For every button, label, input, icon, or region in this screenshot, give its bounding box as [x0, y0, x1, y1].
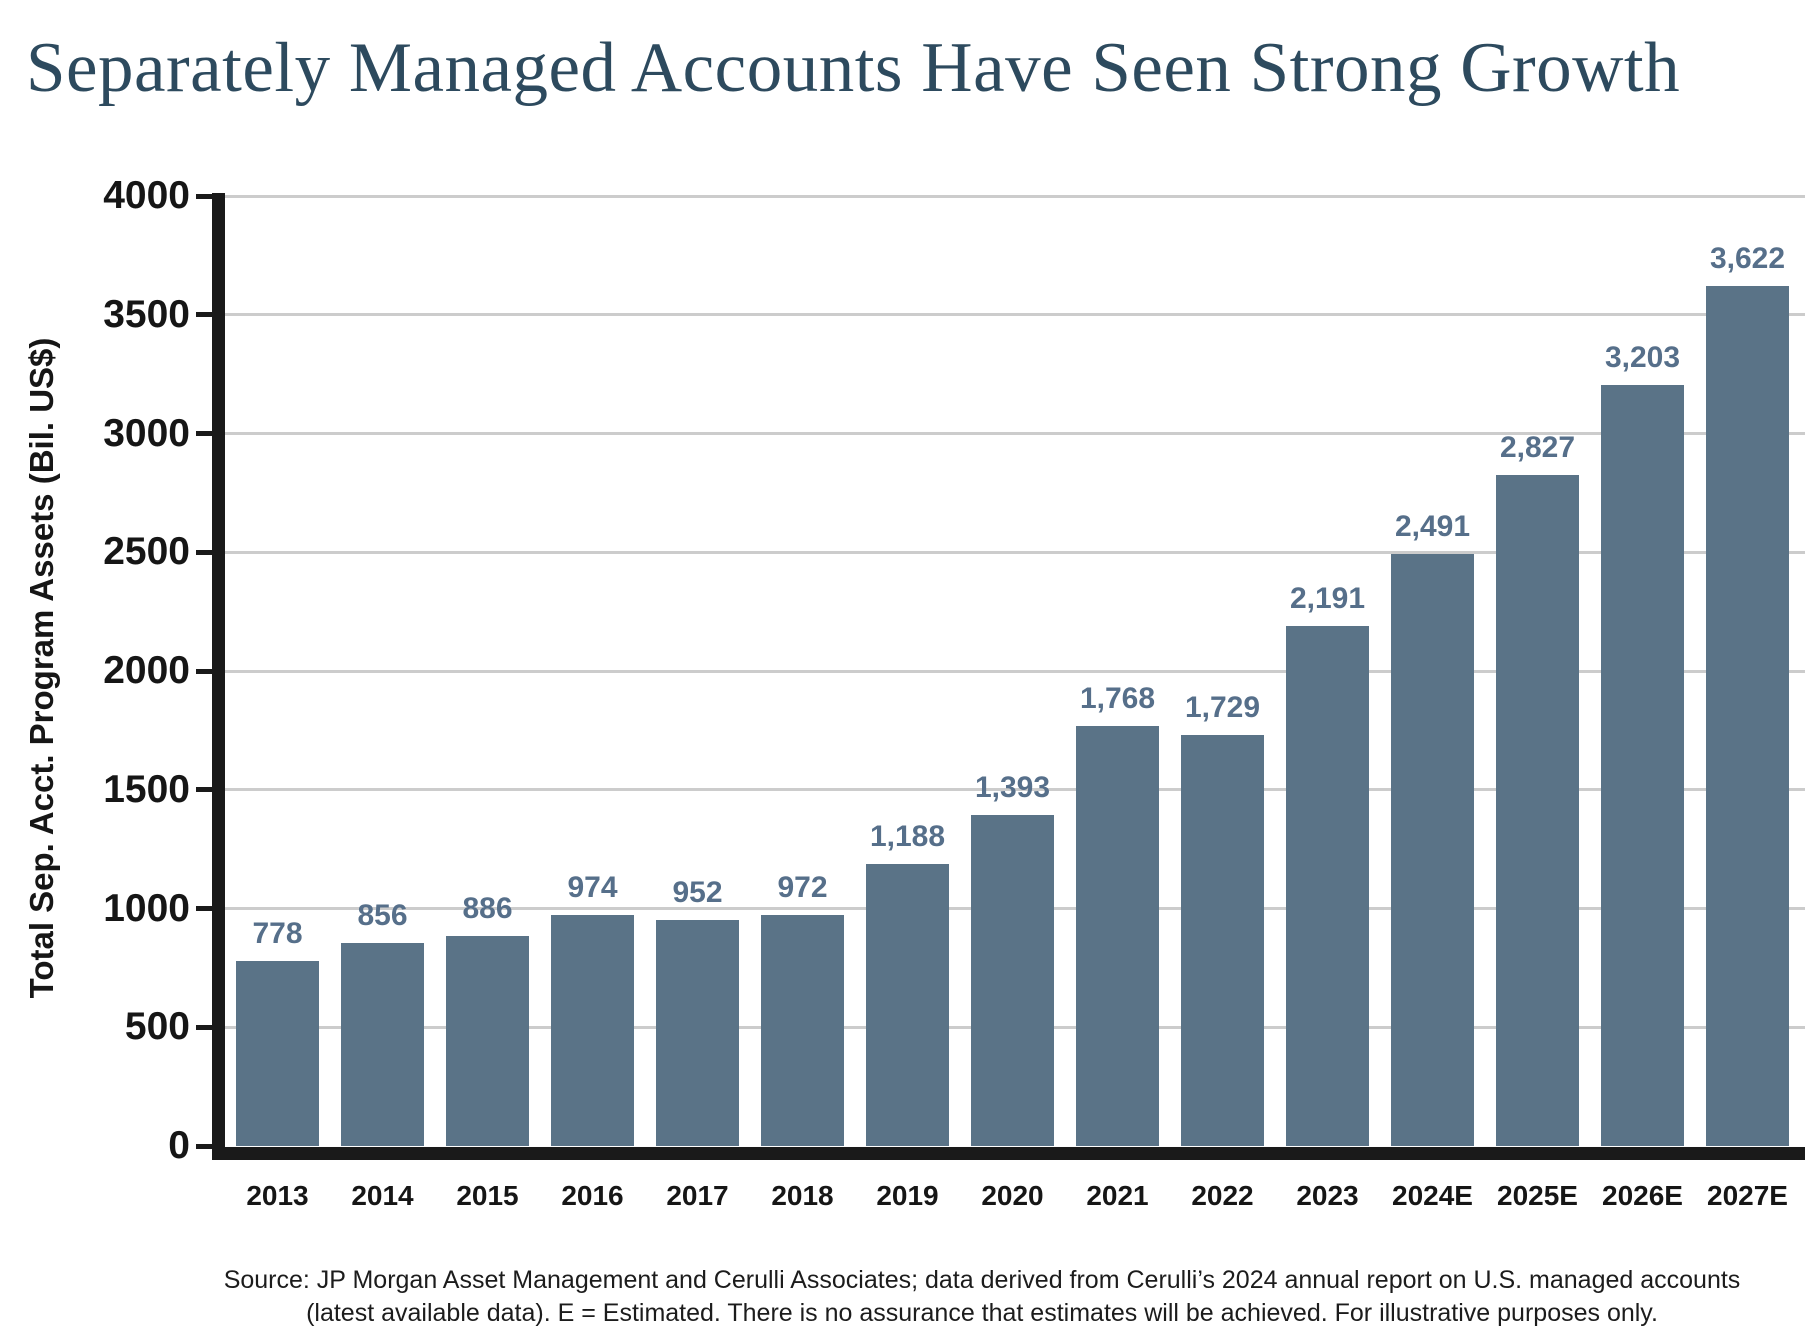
y-tick-label-2500: 2500: [103, 530, 190, 574]
bar-value-label-2023: 2,191: [1289, 581, 1366, 615]
bar-value-label-2014: 856: [357, 898, 408, 932]
bar-2014: [341, 942, 424, 1146]
y-tick-mark-1500: [196, 787, 212, 793]
x-tick-label-2015: 2015: [456, 1180, 519, 1211]
y-tick-label-1500: 1500: [103, 767, 190, 811]
bar-slot-2017: 952 2017: [645, 196, 750, 1211]
y-tick-mark-4000: [196, 193, 212, 199]
bar-2021: [1076, 726, 1159, 1146]
x-tick-label-2019: 2019: [876, 1180, 939, 1211]
gridline-3500: [225, 313, 1805, 317]
y-tick-label-4000: 4000: [103, 174, 190, 217]
y-tick-label-1000: 1000: [103, 886, 190, 930]
x-tick-label-2018: 2018: [771, 1180, 834, 1211]
bar-2025E: [1496, 474, 1579, 1146]
bar-2027E: [1706, 285, 1789, 1146]
x-tick-label-2017: 2017: [666, 1180, 729, 1211]
bar-slot-2021: 1,768 2021: [1065, 196, 1170, 1211]
x-tick-label-2022: 2022: [1191, 1180, 1254, 1211]
chart-title: Separately Managed Accounts Have Seen St…: [26, 29, 1681, 107]
bar-2022: [1181, 735, 1264, 1146]
bar-value-label-2013: 778: [252, 917, 303, 951]
y-tick-label-2000: 2000: [103, 649, 190, 692]
bar-value-label-2019: 1,188: [869, 819, 946, 853]
x-tick-label-2020: 2020: [981, 1180, 1044, 1211]
y-tick-label-3500: 3500: [103, 292, 190, 336]
bar-slot-2024E: 2,491 2024E: [1380, 196, 1485, 1211]
bar-slot-2018: 972 2018: [750, 196, 855, 1211]
bar-2018: [761, 915, 844, 1146]
y-tick-mark-2500: [196, 549, 212, 555]
bar-value-label-2020: 1,393: [974, 771, 1051, 805]
bar-slot-2025E: 2,827 2025E: [1485, 196, 1590, 1211]
y-tick-label-3000: 3000: [103, 411, 190, 455]
x-tick-label-2025E: 2025E: [1497, 1180, 1578, 1211]
bar-slot-2016: 974 2016: [540, 196, 645, 1211]
y-tick-mark-3500: [196, 312, 212, 318]
bar-slot-2026E: 3,203 2026E: [1590, 196, 1695, 1211]
gridline-1500: [225, 788, 1805, 792]
bar-value-label-2025E: 2,827: [1499, 430, 1576, 464]
x-tick-label-2014: 2014: [351, 1180, 414, 1211]
bar-slot-2027E: 3,622 2027E: [1695, 196, 1800, 1211]
gridline-2500: [225, 550, 1805, 554]
bar-2020: [971, 815, 1054, 1146]
bar-slot-2015: 886 2015: [435, 196, 540, 1211]
bar-2026E: [1601, 385, 1684, 1146]
bar-value-label-2027E: 3,622: [1709, 241, 1786, 275]
x-tick-label-2021: 2021: [1086, 1180, 1149, 1211]
bar-value-label-2017: 952: [672, 875, 723, 909]
bar-slot-2019: 1,188 2019: [855, 196, 960, 1211]
bar-2015: [446, 935, 529, 1146]
bar-value-label-2015: 886: [462, 891, 513, 925]
y-tick-mark-3000: [196, 431, 212, 436]
bar-2019: [866, 863, 949, 1146]
bar-value-label-2021: 1,768: [1079, 682, 1156, 716]
bar-value-label-2018: 972: [777, 871, 828, 905]
y-tick-mark-2000: [196, 668, 212, 674]
bar-2017: [656, 919, 739, 1146]
x-tick-label-2024E: 2024E: [1392, 1180, 1473, 1211]
y-axis-line: [212, 193, 225, 1160]
bar-2023: [1286, 625, 1369, 1146]
bar-slot-2023: 2,191 2023: [1275, 196, 1380, 1211]
bar-value-label-2022: 1,729: [1184, 691, 1261, 725]
y-tick-label-500: 500: [124, 1005, 190, 1049]
gridline-2000: [225, 669, 1805, 673]
y-tick-mark-0: [196, 1143, 212, 1149]
x-tick-label-2026E: 2026E: [1602, 1180, 1683, 1211]
source-line-1: Source: JP Morgan Asset Management and C…: [223, 1266, 1741, 1294]
source-line-2: (latest available data). E = Estimated. …: [306, 1298, 1658, 1327]
gridline-4000: [225, 194, 1805, 198]
y-tick-label-0: 0: [168, 1124, 190, 1167]
bar-slot-2022: 1,729 2022: [1170, 196, 1275, 1211]
bar-slot-2020: 1,393 2020: [960, 196, 1065, 1211]
bar-slot-2014: 856 2014: [330, 196, 435, 1211]
plot-area: 778 2013 856 2014 886 2015 974 2016 952 2017 972 20…: [225, 194, 1805, 1211]
source-note: Source: JP Morgan Asset Management and C…: [157, 1264, 1807, 1329]
x-tick-label-2013: 2013: [246, 1180, 309, 1211]
bar-slot-2013: 778 2013: [225, 196, 330, 1211]
bar-2013: [236, 961, 319, 1146]
y-tick-mark-1000: [196, 906, 212, 911]
x-tick-label-2027E: 2027E: [1707, 1180, 1788, 1211]
bar-2016: [551, 914, 634, 1146]
bar-value-label-2016: 974: [567, 870, 618, 904]
gridline-3000: [225, 432, 1805, 435]
x-tick-label-2016: 2016: [561, 1180, 624, 1211]
bar-value-label-2024E: 2,491: [1394, 510, 1471, 544]
y-tick-mark-500: [196, 1024, 212, 1030]
x-axis-line: [212, 1147, 1805, 1160]
bar-value-label-2026E: 3,203: [1604, 341, 1681, 375]
bar-2024E: [1391, 554, 1474, 1146]
x-tick-label-2023: 2023: [1296, 1180, 1359, 1211]
